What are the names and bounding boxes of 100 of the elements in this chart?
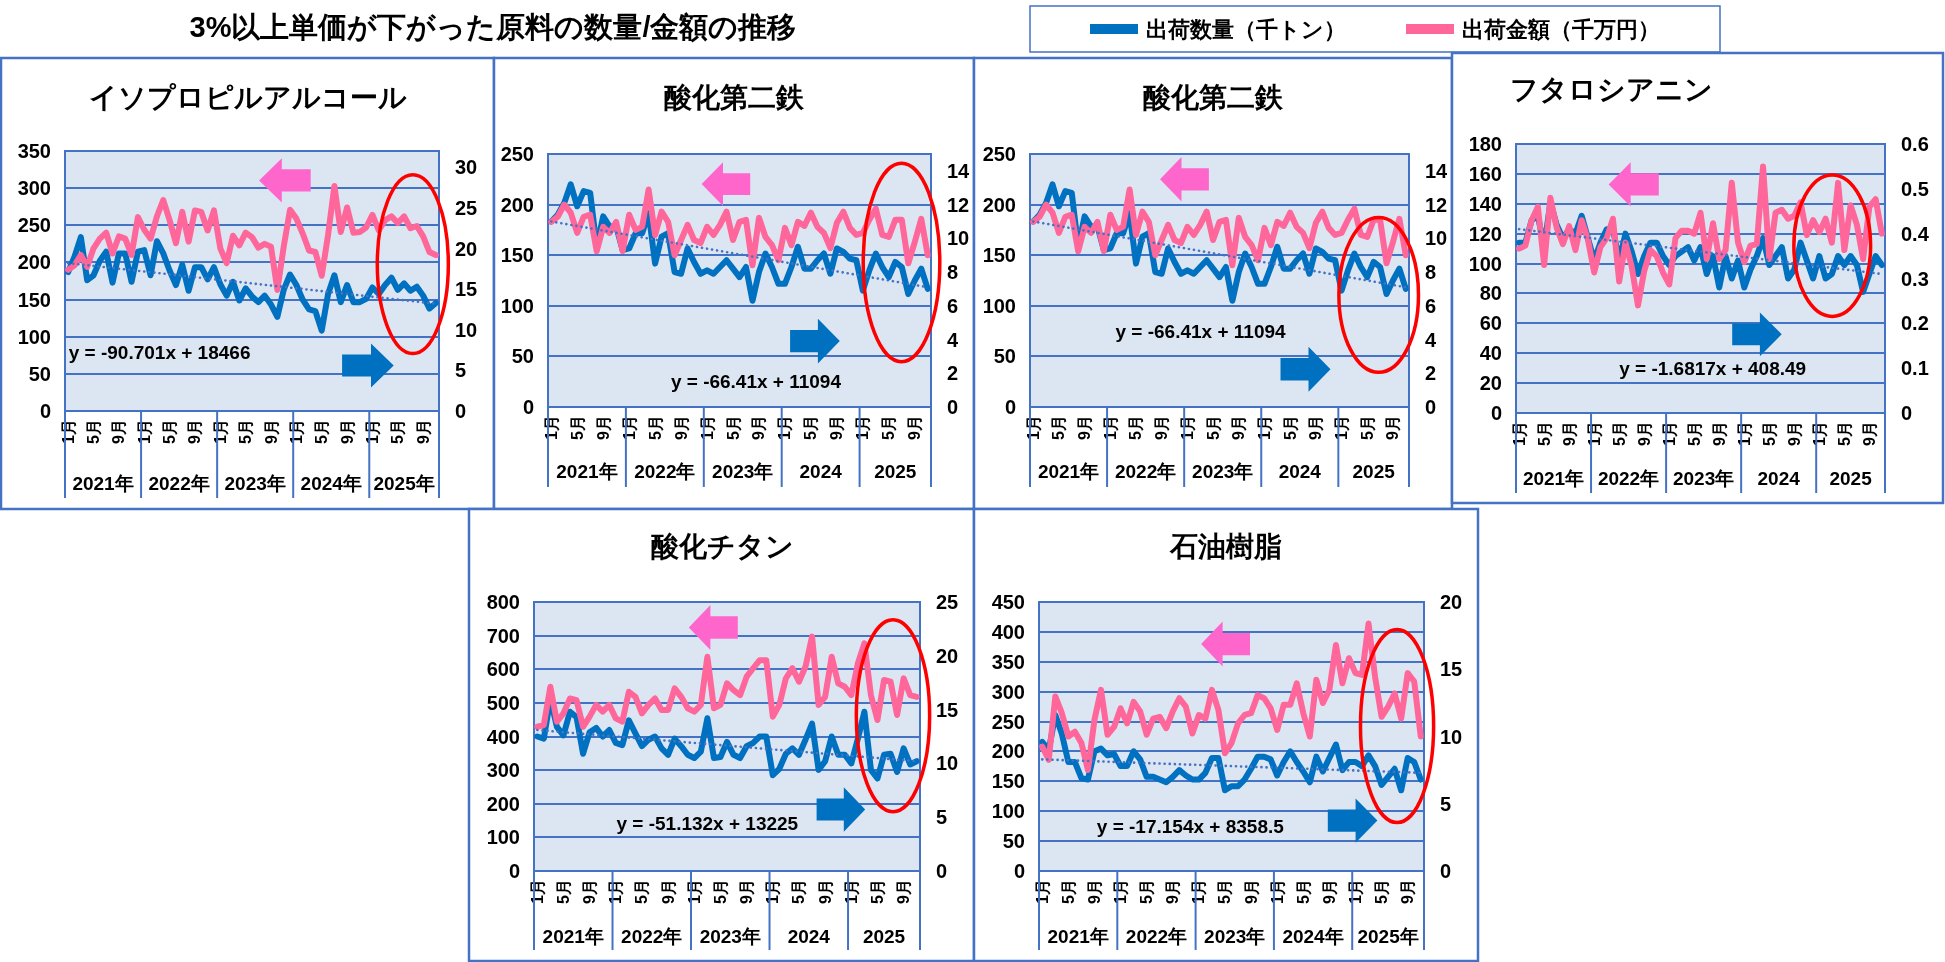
text: 2025 (874, 460, 917, 482)
y2-tick-label: 12 (947, 193, 970, 216)
y2-tick-label: 8 (1425, 261, 1437, 284)
y-tick-label: 150 (500, 244, 534, 267)
text: 2022年 (148, 472, 210, 494)
y2-tick-label: 0.3 (1901, 267, 1929, 290)
x-tick-label: 5月 (802, 415, 820, 440)
y-tick-label: 60 (1479, 312, 1502, 335)
x-tick-label: 5月 (868, 879, 886, 904)
y-tick-label: 350 (17, 140, 51, 162)
y-tick-label: 200 (500, 193, 534, 216)
x-tick-label: 5月 (568, 415, 586, 440)
y-tick-label: 40 (1479, 342, 1502, 365)
y-tick-label: 200 (486, 792, 520, 815)
x-tick-label: 9月 (414, 419, 432, 444)
x-tick-label: 9月 (1560, 421, 1578, 446)
x-tick-label: 9月 (1242, 879, 1260, 904)
x-tick-label: 5月 (85, 419, 103, 444)
y-tick-label: 50 (993, 345, 1016, 368)
y2-tick-label: 5 (1440, 792, 1452, 815)
y2-tick-label: 20 (936, 644, 959, 667)
y-tick-label: 150 (982, 244, 1016, 267)
text: 2024年 (300, 472, 362, 494)
y-tick-label: 250 (991, 710, 1025, 733)
text: 2023年 (699, 925, 761, 947)
x-tick-label: 9月 (1384, 415, 1402, 440)
y-tick-label: 300 (486, 759, 520, 782)
y2-tick-label: 14 (947, 159, 971, 182)
y-tick-label: 0 (1004, 396, 1016, 418)
chart-title: 酸化チタン (650, 530, 794, 562)
y-tick-label: 250 (17, 214, 51, 237)
x-tick-label: 5月 (1835, 421, 1853, 446)
text: 2025 (1352, 460, 1396, 482)
y2-tick-label: 10 (1440, 725, 1463, 748)
y-tick-label: 0 (508, 860, 520, 882)
y-tick-label: 100 (982, 294, 1016, 317)
text: 2023年 (1192, 460, 1254, 482)
text: 2021年 (1522, 467, 1585, 489)
y2-tick-label: 6 (1425, 294, 1437, 317)
y-tick-label: 50 (1002, 830, 1025, 853)
x-tick-label: 5月 (161, 419, 179, 444)
chart-title: フタロシアニン (1509, 73, 1713, 105)
x-tick-label: 5月 (554, 879, 572, 904)
y-tick-label: 700 (486, 624, 520, 647)
x-tick-label: 9月 (1785, 421, 1803, 446)
x-tick-label: 9月 (581, 879, 599, 904)
y-tick-label: 180 (1468, 133, 1502, 155)
x-tick-label: 9月 (110, 419, 128, 444)
y-tick-label: 400 (991, 620, 1025, 643)
x-tick-label: 9月 (1635, 421, 1653, 446)
x-tick-label: 5月 (1281, 415, 1299, 440)
x-tick-label: 9月 (659, 879, 677, 904)
y-tick-label: 100 (1468, 252, 1502, 275)
text: 2024年 (1282, 925, 1344, 947)
y2-tick-label: 0.4 (1901, 222, 1930, 245)
x-tick-label: 9月 (672, 415, 690, 440)
text: 2021年 (542, 925, 604, 947)
y2-tick-label: 0 (1901, 402, 1913, 424)
x-tick-label: 5月 (1216, 879, 1234, 904)
y2-tick-label: 15 (1440, 658, 1463, 681)
y2-tick-label: 12 (1425, 193, 1448, 216)
y2-tick-label: 10 (1425, 227, 1448, 250)
text: 2023年 (1204, 925, 1266, 947)
text: 3%以上単価が下がった原料の数量/金額の推移 (189, 11, 797, 43)
x-tick-label: 5月 (1050, 415, 1068, 440)
y-tick-label: 100 (486, 826, 520, 849)
y-tick-label: 150 (991, 770, 1025, 793)
y-tick-label: 140 (1468, 192, 1502, 215)
x-tick-label: 9月 (1710, 421, 1728, 446)
y2-tick-label: 20 (455, 237, 478, 260)
x-tick-label: 9月 (906, 415, 924, 440)
x-tick-label: 9月 (1230, 415, 1248, 440)
y2-tick-label: 0 (1440, 860, 1452, 882)
y-tick-label: 20 (1479, 372, 1502, 395)
y2-tick-label: 5 (936, 806, 948, 829)
y-tick-label: 0 (522, 396, 534, 418)
text: 2022年 (634, 460, 696, 482)
y-tick-label: 100 (17, 325, 51, 348)
x-tick-label: 9月 (750, 415, 768, 440)
x-tick-label: 5月 (1685, 421, 1703, 446)
y-tick-label: 200 (991, 740, 1025, 763)
x-tick-label: 9月 (1085, 879, 1103, 904)
y-tick-label: 400 (486, 725, 520, 748)
x-tick-label: 5月 (790, 879, 808, 904)
y-tick-label: 160 (1468, 162, 1502, 185)
y2-tick-label: 0.5 (1901, 177, 1929, 200)
text: 2022年 (1125, 925, 1188, 947)
y2-tick-label: 5 (455, 359, 467, 382)
x-tick-label: 5月 (1138, 879, 1156, 904)
chart-title: イソプロピルアルコール (89, 81, 407, 113)
x-tick-label: 9月 (738, 879, 756, 904)
text: 2021年 (72, 472, 134, 494)
chart-title: 石油樹脂 (1169, 530, 1282, 562)
x-tick-label: 9月 (186, 419, 204, 444)
y2-tick-label: 15 (936, 698, 959, 721)
text: 2022年 (1114, 460, 1177, 482)
x-tick-label: 5月 (1294, 879, 1312, 904)
annotation: y = -51.132x + 13225 (616, 812, 799, 834)
x-tick-label: 9月 (1076, 415, 1094, 440)
text: 2025 (1829, 467, 1873, 489)
